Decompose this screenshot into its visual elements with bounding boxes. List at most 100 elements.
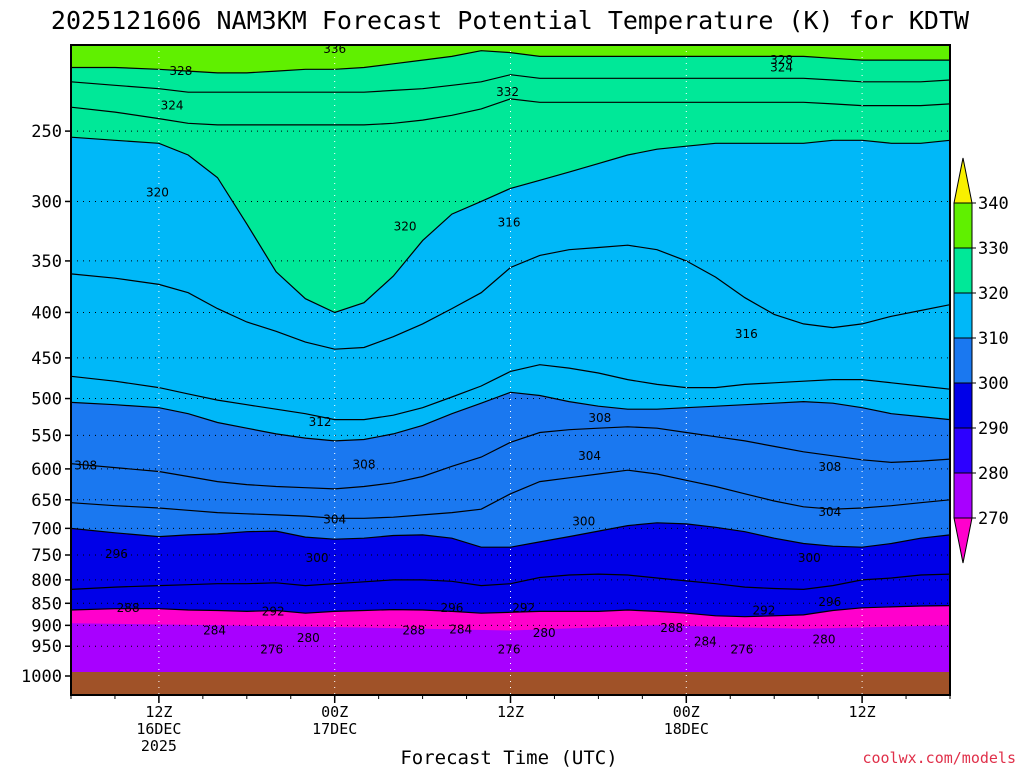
colorbar-top-arrow [953,157,973,204]
x-tick-label: 16DEC [136,720,181,738]
isotherm-332 [71,50,950,74]
contour-label: 332 [496,85,519,99]
colorbar-label: 340 [978,194,1009,214]
contour-label: 284 [203,623,226,637]
colorbar-segment [953,337,973,384]
colorbar-segment [953,247,973,294]
contour-label: 304 [323,512,346,526]
contour-label: 280 [297,631,320,645]
colorbar-segment [953,472,973,519]
contour-label: 300 [572,515,595,529]
colorbar-label: 320 [978,284,1009,304]
ground-surface [71,672,950,695]
y-tick-label: 1000 [21,667,62,687]
contour-label: 276 [260,642,283,656]
x-tick-label: 12Z [145,703,172,721]
contour-label: 292 [262,604,285,618]
colorbar-label: 310 [978,329,1009,349]
colorbar-segment [953,202,973,249]
contour-label: 276 [498,642,521,656]
isotherm-324 [71,98,950,126]
contour-label: 316 [735,327,758,341]
contour-label: 300 [306,551,329,565]
x-tick-label: 00Z [673,703,700,721]
y-tick-label: 250 [31,122,62,142]
isotherm-290 [71,605,950,618]
contour-label: 300 [798,551,821,565]
y-tick-label: 900 [31,616,62,636]
isotherm-320 [71,136,950,314]
contour-label: 280 [533,626,556,640]
contour-label: 320 [394,219,417,233]
contour-label: 304 [818,505,841,519]
colorbar-label: 270 [978,509,1009,529]
contour-label: 304 [578,449,601,463]
y-tick-label: 700 [31,519,62,539]
colorbar-segment [953,382,973,429]
x-tick-label: 12Z [849,703,876,721]
y-tick-label: 800 [31,571,62,591]
isotherm-304 [71,469,950,519]
y-tick-label: 850 [31,594,62,614]
y-tick-label: 600 [31,460,62,480]
colorbar-segment [953,292,973,339]
isotherm-300 [71,522,950,548]
y-tick-label: 750 [31,546,62,566]
contour-label: 308 [353,457,376,471]
contour-label: 284 [694,634,717,648]
y-tick-label: 450 [31,349,62,369]
contour-label: 288 [402,623,425,637]
colorbar: 340 330 320 310 300 290 280 270 [953,157,1009,564]
colorbar-label: 280 [978,464,1009,484]
contour-label: 336 [323,42,346,56]
contour-label: 296 [105,547,128,561]
x-tick-label: 18DEC [664,720,709,738]
isotherm-lines [71,50,950,618]
isotherm-316 [71,244,950,350]
contour-label: 280 [813,633,836,647]
contour-label: 296 [440,601,463,615]
contour-label: 328 [169,64,192,78]
contour-label: 284 [449,623,472,637]
y-tick-label: 400 [31,303,62,323]
isotherm-328 [71,74,950,93]
contour-label: 296 [818,595,841,609]
colorbar-label: 300 [978,374,1009,394]
colorbar-label: 290 [978,419,1009,439]
x-axis-label: Forecast Time (UTC) [400,747,617,768]
contour-label: 308 [588,411,611,425]
isotherm-310 [71,391,950,442]
contour-label: 288 [117,601,140,615]
colorbar-bottom-arrow [953,517,973,564]
x-tick-label: 17DEC [312,720,357,738]
contour-label: 312 [309,415,332,429]
y-tick-label: 300 [31,192,62,212]
chart-title: 2025121606 NAM3KM Forecast Potential Tem… [51,6,970,35]
colorbar-segment [953,427,973,474]
y-tick-label: 950 [31,637,62,657]
grid-lines [71,45,950,695]
contour-label: 292 [752,603,775,617]
contour-label: 276 [731,642,754,656]
contour-label: 292 [512,601,535,615]
contour-label: 328 [770,53,793,67]
contour-label: 316 [498,216,521,230]
y-tick-label: 350 [31,252,62,272]
isotherm-308 [71,426,950,490]
x-tick-label: 00Z [321,703,348,721]
x-tick-label: 12Z [497,703,524,721]
contour-label: 308 [74,459,97,473]
contour-label: 288 [660,621,683,635]
y-tick-label: 550 [31,426,62,446]
x-tick-label: 2025 [141,737,177,755]
contour-label: 308 [818,460,841,474]
contour-label: 324 [161,99,184,113]
colorbar-label: 330 [978,239,1009,259]
y-tick-label: 650 [31,491,62,511]
y-axis: 2503003504004505005506006507007508008509… [21,122,71,687]
contour-label: 320 [146,185,169,199]
